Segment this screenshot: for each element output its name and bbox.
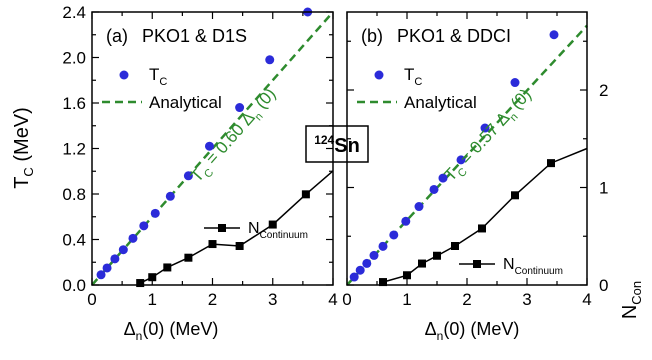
- y-tick-label: 1.6: [62, 94, 86, 113]
- x-tick-label: 3: [522, 290, 531, 309]
- panel-a-legend-line-label: Analytical: [149, 93, 222, 112]
- tc-point: [165, 191, 175, 201]
- panel-a-y-tick-labels: 0.0 0.4 0.8 1.2 1.6 2.0 2.4: [62, 3, 86, 295]
- ncontinuum-point: [511, 191, 519, 200]
- tc-point: [204, 141, 214, 151]
- x-axis-title-b: Δn(0) (MeV): [425, 319, 520, 343]
- y-axis-title-left: TC (MeV): [11, 107, 36, 189]
- ncontinuum-point: [268, 220, 277, 229]
- ncontinuum-point: [433, 251, 441, 260]
- y-tick-label: 2.0: [62, 49, 86, 68]
- panel-a-tc-points: [96, 7, 313, 280]
- tc-point: [96, 270, 106, 280]
- x-tick-label: 4: [328, 290, 337, 309]
- x-tick-label: 2: [208, 290, 217, 309]
- tc-point: [102, 263, 112, 273]
- ncontinuum-point: [301, 190, 310, 199]
- ncontinuum-point: [478, 224, 486, 233]
- panel-b-tc-points: [349, 30, 559, 282]
- right-tick-label: 0: [599, 276, 608, 295]
- y-tick-label: 0.8: [62, 185, 86, 204]
- y-axis-title-right: NCon: [619, 281, 644, 319]
- panel-b-ncontinuum-line: [382, 147, 588, 283]
- x-tick-label: 3: [268, 290, 277, 309]
- ncontinuum-point: [418, 259, 426, 268]
- tc-point: [118, 245, 128, 255]
- panel-a-ncon-legend-marker: [218, 224, 226, 232]
- tc-point: [456, 155, 466, 165]
- tc-point: [362, 258, 372, 268]
- tc-point: [480, 123, 490, 133]
- y-tick-label: 2.4: [62, 3, 86, 22]
- x-axis-title-a: Δn(0) (MeV): [124, 319, 219, 343]
- tc-point: [510, 78, 520, 88]
- ncontinuum-point: [163, 263, 172, 272]
- right-tick-label: 2: [599, 81, 608, 100]
- x-tick-label: 1: [402, 290, 411, 309]
- tc-point: [414, 202, 424, 212]
- panel-b-x-tick-labels: 0 1 2 3 4: [342, 290, 591, 309]
- panel-b-ncontinuum-markers: [379, 159, 555, 287]
- panel-b-right-tick-labels: 0 1 2: [599, 81, 608, 295]
- tc-point: [378, 241, 388, 251]
- panel-a-legend-tc-label: TC: [149, 65, 167, 88]
- tc-point: [349, 272, 359, 282]
- tc-point: [235, 103, 245, 113]
- tc-point: [369, 250, 379, 260]
- x-tick-label: 1: [148, 290, 157, 309]
- panel-a-x-tick-labels: 0 1 2 3 4: [87, 290, 337, 309]
- tc-point: [110, 254, 120, 264]
- tc-point: [265, 55, 275, 65]
- panel-a-ncon-legend-label: NContinuum: [248, 220, 308, 241]
- panel-a: 0 1 2 3 4 0.0 0.4 0.8 1.2 1.6 2.0 2.4 (a) PKO1 & D1…: [62, 3, 337, 309]
- tc-point: [438, 173, 448, 183]
- x-tick-label: 0: [342, 290, 351, 309]
- tc-point: [139, 221, 149, 231]
- ncontinuum-point: [451, 242, 459, 250]
- panel-b-frame: [346, 11, 588, 286]
- y-tick-label: 0.0: [62, 276, 86, 295]
- x-tick-label: 2: [462, 290, 471, 309]
- tc-point: [549, 30, 559, 40]
- ncontinuum-point: [403, 271, 411, 280]
- panel-a-title: (a) PKO1 & D1S: [106, 26, 247, 46]
- ncontinuum-point: [184, 253, 193, 262]
- panel-a-frame: [91, 11, 334, 286]
- tc-point: [355, 265, 365, 275]
- ncontinuum-point: [208, 240, 217, 249]
- tc-point: [429, 184, 439, 194]
- panel-b-ncon-legend-marker: [473, 260, 481, 268]
- panel-a-legend-tc-marker: [119, 70, 129, 80]
- panel-b-legend-tc-label: TC: [404, 65, 422, 88]
- panel-b-ncon-legend-label: NContinuum: [503, 256, 563, 277]
- tc-point: [401, 216, 411, 226]
- ncontinuum-point: [547, 159, 555, 168]
- tc-point: [389, 230, 399, 240]
- right-tick-label: 1: [599, 179, 608, 198]
- panel-b-legend-line-label: Analytical: [404, 93, 477, 112]
- ncontinuum-point: [379, 278, 387, 287]
- y-tick-label: 0.4: [62, 231, 86, 250]
- ncontinuum-point: [148, 273, 157, 282]
- x-tick-label: 4: [582, 290, 591, 309]
- tc-point: [150, 208, 160, 218]
- x-tick-label: 0: [87, 290, 96, 309]
- tc-point: [128, 233, 138, 243]
- panel-b-title: (b) PKO1 & DDCI: [361, 26, 511, 46]
- panel-b-legend-tc-marker: [374, 70, 384, 80]
- ncontinuum-point: [136, 279, 145, 288]
- panel-a-ncontinuum-markers: [136, 190, 310, 288]
- tc-point: [183, 171, 193, 181]
- y-tick-label: 1.2: [62, 140, 86, 159]
- nucleus-label: 124Sn: [305, 125, 369, 163]
- panel-b-analytical-line: [346, 24, 588, 286]
- ncontinuum-point: [235, 242, 244, 250]
